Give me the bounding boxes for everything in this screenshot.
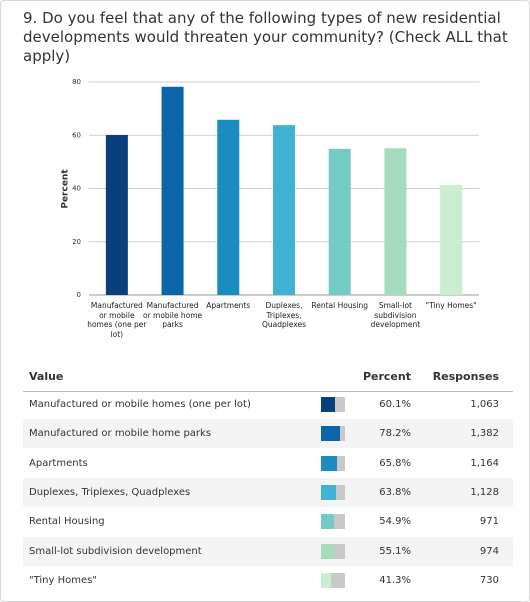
table-row: Small-lot subdivision development 55.1% 97… bbox=[23, 536, 513, 566]
y-tick-label: 80 bbox=[72, 78, 81, 86]
y-axis-label: Percent bbox=[61, 169, 71, 209]
mini-bar-track bbox=[321, 426, 345, 442]
row-label: Manufactured or mobile homes (one per lo… bbox=[29, 399, 251, 410]
responses-label: 1,382 bbox=[470, 428, 499, 440]
table-row: "Tiny Homes" 41.3% 730 bbox=[23, 566, 513, 595]
table-row: Manufactured or mobile home parks 78.2% 1,… bbox=[23, 419, 513, 449]
y-tick-label: 60 bbox=[72, 131, 81, 139]
mini-bar-track bbox=[321, 484, 345, 500]
mini-bar-track bbox=[321, 514, 345, 530]
bar bbox=[161, 86, 184, 295]
bar bbox=[105, 134, 128, 295]
table-row: Manufactured or mobile homes (one per lo… bbox=[23, 390, 513, 419]
column-header: Value bbox=[29, 370, 64, 383]
percent-label: 65.8% bbox=[379, 457, 411, 469]
mini-bar bbox=[321, 543, 335, 559]
responses-label: 1,164 bbox=[470, 457, 499, 469]
y-tick-label: 20 bbox=[72, 238, 81, 246]
bar bbox=[217, 119, 240, 296]
mini-bar bbox=[321, 514, 335, 530]
chart: Percent 0 20 40 60 80 bbox=[61, 78, 479, 299]
table-row: Duplexes, Triplexes, Quadplexes 63.8% 1,12… bbox=[23, 477, 513, 507]
y-tick-label: 40 bbox=[72, 185, 81, 193]
y-tick-label: 0 bbox=[77, 291, 81, 299]
percent-label: 63.8% bbox=[379, 486, 411, 498]
row-label: Rental Housing bbox=[29, 516, 105, 528]
responses-label: 730 bbox=[479, 574, 499, 586]
mini-bar-track bbox=[321, 455, 345, 471]
x-tick-label: Manufactured or mobile homes (one per lo… bbox=[87, 301, 147, 339]
bar bbox=[440, 185, 463, 295]
column-header: Percent bbox=[362, 370, 411, 383]
bar bbox=[384, 148, 407, 295]
bar bbox=[328, 148, 351, 295]
x-tick-label: Duplexes, Triplexes, Quadplexes bbox=[261, 301, 307, 329]
row-label: Manufactured or mobile home parks bbox=[29, 428, 212, 440]
responses-label: 971 bbox=[479, 516, 499, 528]
mini-bar-track bbox=[321, 543, 345, 559]
responses-label: 974 bbox=[479, 545, 499, 557]
mini-bar bbox=[321, 572, 331, 588]
mini-bar-track bbox=[321, 572, 345, 588]
mini-bar bbox=[321, 484, 337, 500]
percent-label: 55.1% bbox=[379, 545, 411, 557]
percent-label: 54.9% bbox=[379, 516, 411, 528]
column-header: Responses bbox=[432, 370, 499, 383]
row-label: Duplexes, Triplexes, Quadplexes bbox=[29, 486, 191, 498]
table-row: Rental Housing 54.9% 971 bbox=[23, 507, 513, 536]
chart-title: 9. Do you feel that any of the following… bbox=[23, 9, 508, 65]
row-label: Apartments bbox=[29, 457, 88, 469]
mini-bar bbox=[321, 455, 337, 471]
x-tick-label: Rental Housing bbox=[311, 301, 369, 310]
percent-label: 60.1% bbox=[379, 399, 411, 410]
x-tick-label: "Tiny Homes" bbox=[425, 301, 477, 310]
row-label: Small-lot subdivision development bbox=[29, 545, 202, 557]
mini-bar bbox=[321, 397, 336, 412]
responses-label: 1,063 bbox=[470, 399, 499, 410]
table-header: Value Percent Responses bbox=[23, 362, 513, 392]
mini-bar-track bbox=[321, 397, 345, 412]
row-label: "Tiny Homes" bbox=[29, 574, 97, 586]
x-tick-label: Manufactured or mobile home parks bbox=[142, 301, 203, 329]
percent-label: 41.3% bbox=[379, 574, 411, 586]
x-tick-label: Small-lot subdivision development bbox=[370, 301, 421, 329]
responses-label: 1,128 bbox=[470, 486, 499, 498]
mini-bar bbox=[321, 426, 340, 442]
percent-label: 78.2% bbox=[379, 428, 411, 440]
x-tick-label: Apartments bbox=[206, 301, 251, 310]
bar bbox=[273, 125, 295, 295]
table-row: Apartments 65.8% 1,164 bbox=[23, 449, 513, 478]
